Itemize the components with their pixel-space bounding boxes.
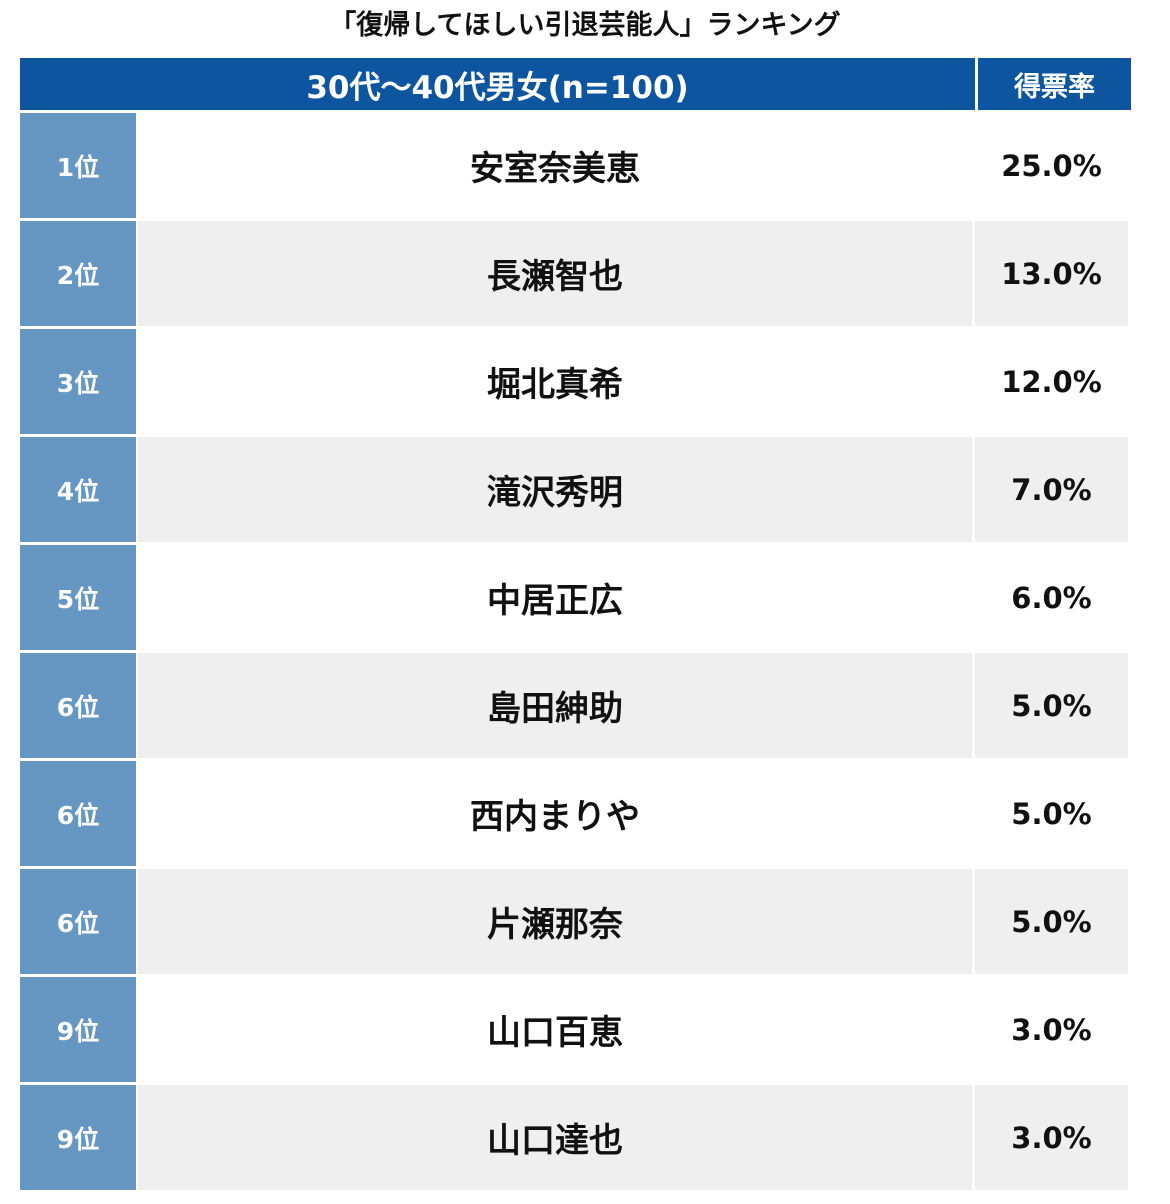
table-row: 1位 安室奈美恵 25.0% [20,113,1150,218]
rank-cell: 3位 [20,329,136,434]
name-cell: 山口百恵 [138,977,972,1082]
rate-cell: 5.0% [975,761,1128,866]
header-rate-label: 得票率 [978,58,1131,110]
rank-cell: 5位 [20,545,136,650]
table-row: 9位 山口百恵 3.0% [20,977,1150,1082]
rank-cell: 4位 [20,437,136,542]
table-row: 3位 堀北真希 12.0% [20,329,1150,434]
rate-cell: 13.0% [975,221,1128,326]
name-cell: 堀北真希 [138,329,972,434]
rate-cell: 12.0% [975,329,1128,434]
rank-cell: 9位 [20,977,136,1082]
table-row: 6位 西内まりや 5.0% [20,761,1150,866]
rate-cell: 3.0% [975,977,1128,1082]
name-cell: 中居正広 [138,545,972,650]
table-row: 6位 島田紳助 5.0% [20,653,1150,758]
name-cell: 安室奈美恵 [138,113,972,218]
rank-cell: 1位 [20,113,136,218]
table-row: 6位 片瀬那奈 5.0% [20,869,1150,974]
rank-cell: 6位 [20,761,136,866]
rank-cell: 6位 [20,869,136,974]
rank-cell: 9位 [20,1085,136,1190]
name-cell: 島田紳助 [138,653,972,758]
table-row: 9位 山口達也 3.0% [20,1085,1150,1190]
rate-cell: 3.0% [975,1085,1128,1190]
name-cell: 山口達也 [138,1085,972,1190]
table-header: 30代〜40代男女(n=100) 得票率 [20,58,1150,110]
table-row: 4位 滝沢秀明 7.0% [20,437,1150,542]
rate-cell: 6.0% [975,545,1128,650]
name-cell: 片瀬那奈 [138,869,972,974]
rate-cell: 5.0% [975,869,1128,974]
table-row: 2位 長瀬智也 13.0% [20,221,1150,326]
header-group-label: 30代〜40代男女(n=100) [20,58,975,110]
ranking-table: 30代〜40代男女(n=100) 得票率 1位 安室奈美恵 25.0% 2位 長… [20,58,1150,1190]
ranking-title: 「復帰してほしい引退芸能人」ランキング [329,10,841,41]
name-cell: 西内まりや [138,761,972,866]
rate-cell: 5.0% [975,653,1128,758]
rate-cell: 25.0% [975,113,1128,218]
name-cell: 長瀬智也 [138,221,972,326]
rank-cell: 6位 [20,653,136,758]
table-row: 5位 中居正広 6.0% [20,545,1150,650]
name-cell: 滝沢秀明 [138,437,972,542]
rank-cell: 2位 [20,221,136,326]
rate-cell: 7.0% [975,437,1128,542]
